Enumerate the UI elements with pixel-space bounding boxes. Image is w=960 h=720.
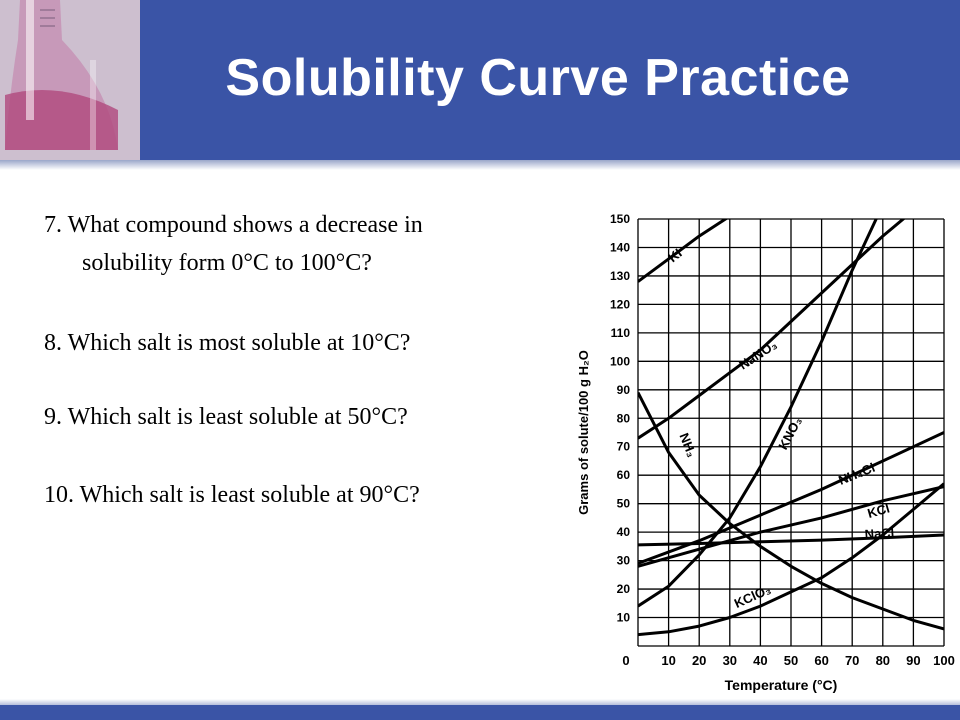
- x-tick-label: 80: [876, 653, 890, 668]
- page-title: Solubility Curve Practice: [225, 49, 851, 107]
- series-line: [638, 485, 944, 568]
- y-tick-label: 60: [617, 468, 631, 482]
- x-tick-label: 70: [845, 653, 859, 668]
- series-label: NaCl: [864, 525, 895, 542]
- x-tick-label: 10: [661, 653, 675, 668]
- series-line: [638, 219, 878, 608]
- y-tick-label: 100: [610, 354, 630, 368]
- y-tick-label: 30: [617, 554, 631, 568]
- x-tick-label: 100: [933, 653, 955, 668]
- y-tick-label: 20: [617, 582, 631, 596]
- y-tick-label: 120: [610, 297, 630, 311]
- series-line: [638, 219, 906, 440]
- flask-photo: [0, 0, 140, 160]
- x-tick-label: 0: [622, 653, 629, 668]
- y-tick-label: 40: [617, 525, 631, 539]
- question-8: 8. Which salt is most soluble at 10°C?: [44, 330, 411, 356]
- question-7-line-2: solubility form 0°C to 100°C?: [82, 250, 372, 276]
- series-line: [638, 533, 944, 547]
- y-tick-label: 110: [611, 326, 631, 340]
- y-tick-label: 80: [617, 411, 631, 425]
- y-tick-label: 130: [610, 269, 630, 283]
- y-tick-label: 90: [617, 383, 631, 397]
- x-axis-label: Temperature (°C): [725, 677, 838, 693]
- footer-bar: [0, 699, 960, 720]
- series-label: KCl: [866, 500, 892, 521]
- y-tick-label: 150: [610, 212, 630, 226]
- question-9: 9. Which salt is least soluble at 50°C?: [44, 404, 408, 430]
- series-label: NH₃: [676, 431, 699, 460]
- solubility-chart: 10 20 30 40 50 60 70 80 90 100 110 120 130 140 150 0 10 2…: [576, 212, 955, 693]
- x-tick-label: 30: [723, 653, 737, 668]
- x-tick-label: 20: [692, 653, 706, 668]
- y-axis-label: Grams of solute/100 g H₂O: [576, 350, 591, 515]
- series-line: [638, 391, 944, 631]
- series-line: [638, 482, 944, 637]
- question-7-line-1: 7. What compound shows a decrease in: [44, 212, 423, 238]
- x-tick-label: 60: [814, 653, 828, 668]
- series-label: NH₄Cl: [836, 460, 877, 488]
- y-tick-label: 50: [617, 497, 631, 511]
- x-tick-label: 40: [753, 653, 767, 668]
- x-tick-label: 90: [906, 653, 920, 668]
- question-10: 10. Which salt is least soluble at 90°C?: [44, 482, 420, 508]
- series-label: KClO₃: [732, 582, 773, 611]
- series-label: NaNO₃: [736, 337, 780, 373]
- y-tick-label: 140: [610, 240, 630, 254]
- header-shadow: [0, 160, 960, 170]
- y-tick-label: 70: [617, 440, 631, 454]
- x-tick-label: 50: [784, 653, 798, 668]
- y-tick-label: 10: [617, 611, 631, 625]
- series-line: [638, 219, 729, 283]
- header-bar: [0, 0, 960, 160]
